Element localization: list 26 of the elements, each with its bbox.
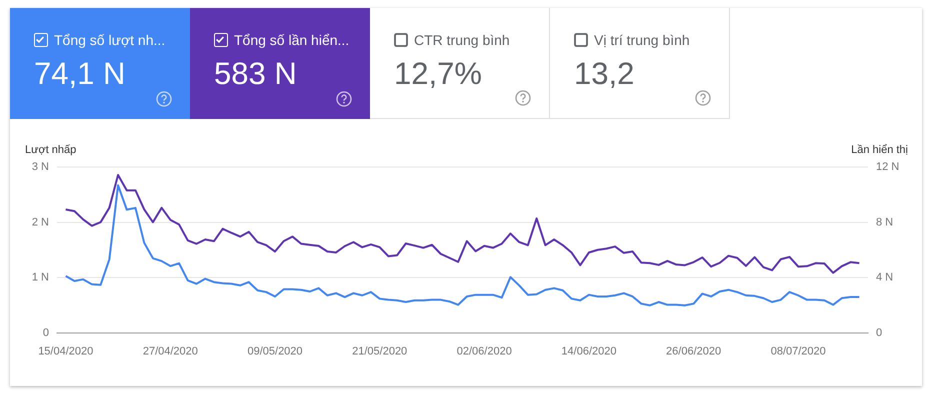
y-tick-label: 3 N [32,161,50,174]
text: 74,1 N [34,56,126,92]
legend-label: Tổng số lần hiển... [234,32,350,48]
x-tick-label: 14/06/2020 [561,346,616,358]
text: 13,2 [574,56,636,92]
y-tick-label: 1 N [32,272,50,284]
y-tick-label: 0 [42,327,49,340]
y2-tick-label: 12 N [876,161,900,174]
y2-tick-label: 0 [876,327,882,340]
x-tick-label: 15/04/2020 [38,346,94,358]
y2-axis-title: Lần hiển thị [851,144,908,156]
y2-tick-label: 4 N [876,272,894,284]
x-tick-label: 26/06/2020 [666,346,722,358]
text: CTR trung bình [414,32,510,48]
text: 12,7% [394,56,483,92]
text: 583 N [214,56,298,92]
x-tick-label: 08/07/2020 [770,346,826,358]
x-tick-label: 09/05/2020 [247,346,303,358]
x-tick-label: 21/05/2020 [352,346,408,358]
y-tick-label: 2 N [32,216,50,228]
x-tick-label: 02/06/2020 [456,346,512,358]
y-axis-title: Lượt nhấp [25,144,76,156]
text: Vị trí trung bình [594,32,690,48]
x-tick-label: 27/04/2020 [142,346,198,358]
y2-tick-label: 8 N [876,216,894,228]
legend-label: Tổng số lượt nh... [54,32,166,48]
